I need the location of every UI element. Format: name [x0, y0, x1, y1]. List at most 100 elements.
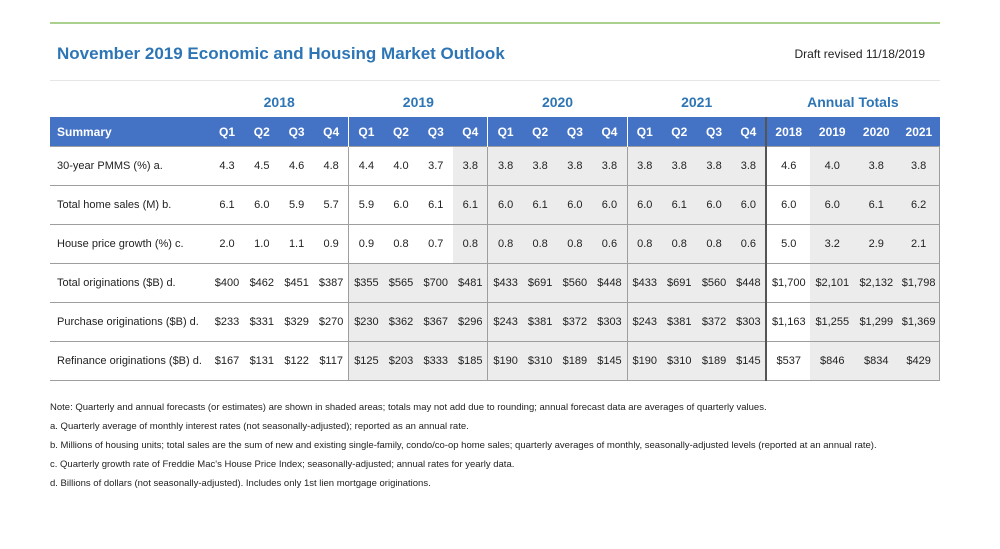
quarter-value: 1.0 [244, 224, 280, 264]
quarter-header: Q1 [209, 117, 245, 147]
note-d: d. Billions of dollars (not seasonally-a… [50, 478, 431, 489]
quarter-value: 0.7 [418, 224, 454, 264]
quarter-value: $481 [453, 263, 488, 303]
annual-value: $834 [854, 341, 899, 381]
quarter-value: $691 [522, 263, 558, 303]
row-label: House price growth (%) c. [50, 224, 210, 264]
quarter-value: 6.0 [383, 185, 419, 225]
quarter-header: Q2 [383, 117, 419, 147]
quarter-value: 3.8 [487, 146, 523, 186]
quarter-value: 1.1 [279, 224, 314, 264]
quarter-value: $131 [244, 341, 280, 381]
quarter-value: $243 [487, 302, 523, 342]
quarter-header: Q1 [348, 117, 384, 147]
quarter-header: Q1 [487, 117, 523, 147]
row-label: Total originations ($B) d. [50, 263, 210, 303]
quarter-value: 0.8 [626, 224, 662, 264]
quarter-value: 0.8 [383, 224, 419, 264]
annual-year-header: 2020 [854, 117, 899, 147]
quarter-value: 3.8 [731, 146, 767, 186]
quarter-value: 5.7 [313, 185, 349, 225]
quarter-value: $691 [661, 263, 697, 303]
quarter-header: Q1 [626, 117, 662, 147]
quarter-value: 6.1 [661, 185, 697, 225]
quarter-value: 4.8 [313, 146, 349, 186]
quarter-value: $117 [313, 341, 349, 381]
quarter-value: $122 [279, 341, 314, 381]
year-header: 2021 [681, 94, 713, 110]
quarter-value: $167 [209, 341, 245, 381]
row-label: Purchase originations ($B) d. [50, 302, 210, 342]
quarter-value: $355 [348, 263, 384, 303]
quarter-value: 0.6 [592, 224, 628, 264]
annual-value: $1,798 [898, 263, 941, 303]
quarter-value: $203 [383, 341, 419, 381]
quarter-value: 0.8 [661, 224, 697, 264]
table-row: House price growth (%) c. 2.0 1.0 1.1 0.9 0.9… [50, 224, 941, 264]
quarter-value: 0.6 [731, 224, 767, 264]
quarter-value: $303 [731, 302, 767, 342]
annual-value: $2,132 [854, 263, 899, 303]
page-title: November 2019 Economic and Housing Marke… [57, 44, 505, 63]
quarter-value: 3.7 [418, 146, 454, 186]
annual-value: $2,101 [810, 263, 855, 303]
quarter-value: $400 [209, 263, 245, 303]
quarter-value: 0.8 [557, 224, 593, 264]
row-label: Total home sales (M) b. [50, 185, 210, 225]
footnotes: Note: Quarterly and annual forecasts (or… [50, 402, 950, 497]
quarter-value: 5.9 [279, 185, 314, 225]
quarter-value: $303 [592, 302, 628, 342]
quarter-value: 0.8 [487, 224, 523, 264]
year-header: 2020 [541, 94, 574, 110]
quarter-value: $362 [383, 302, 419, 342]
quarter-value: 0.9 [313, 224, 349, 264]
table-row: Purchase originations ($B) d. $233 $331 $32… [50, 302, 941, 342]
quarter-value: $433 [626, 263, 662, 303]
table-row: Total originations ($B) d. $400 $462 $451 $3… [50, 263, 941, 303]
quarter-value: 6.0 [592, 185, 628, 225]
row-label: 30-year PMMS (%) a. [50, 146, 210, 186]
quarter-header: Q4 [453, 117, 488, 147]
annual-value: $1,255 [810, 302, 855, 342]
quarter-value: $125 [348, 341, 384, 381]
quarter-value: $700 [418, 263, 454, 303]
quarter-value: $381 [661, 302, 697, 342]
outlook-table: 2018 2019 2020 2021 Annual Totals Summar… [50, 87, 941, 381]
quarter-value: 3.8 [453, 146, 488, 186]
quarter-value: $372 [557, 302, 593, 342]
table-row: Refinance originations ($B) d. $167 $131 $1… [50, 341, 941, 381]
quarter-value: $387 [313, 263, 349, 303]
quarter-header: Q4 [313, 117, 349, 147]
quarter-value: $372 [696, 302, 732, 342]
quarter-value: 3.8 [696, 146, 732, 186]
quarter-value: 5.9 [348, 185, 384, 225]
quarter-value: 0.8 [696, 224, 732, 264]
quarter-header: Q4 [592, 117, 628, 147]
note-a: a. Quarterly average of monthly interest… [50, 421, 469, 432]
quarter-value: 4.4 [348, 146, 384, 186]
quarter-header: Q2 [244, 117, 280, 147]
quarter-value: 6.0 [626, 185, 662, 225]
quarter-value: 6.1 [522, 185, 558, 225]
quarter-value: 3.8 [592, 146, 628, 186]
quarter-value: $565 [383, 263, 419, 303]
annual-totals-header: Annual Totals [807, 94, 899, 110]
annual-value: 3.2 [810, 224, 855, 264]
annual-value: 6.0 [810, 185, 855, 225]
quarter-value: $243 [626, 302, 662, 342]
quarter-value: 6.0 [487, 185, 523, 225]
quarter-value: 4.3 [209, 146, 245, 186]
annual-value: 6.2 [898, 185, 941, 225]
quarter-header: Q2 [522, 117, 558, 147]
quarter-value: 4.6 [279, 146, 314, 186]
quarter-value: 6.0 [244, 185, 280, 225]
quarter-value: $451 [279, 263, 314, 303]
annual-value: 3.8 [898, 146, 941, 186]
annual-value: $1,369 [898, 302, 941, 342]
annual-value: 6.1 [854, 185, 899, 225]
quarter-value: $367 [418, 302, 454, 342]
quarter-value: 0.9 [348, 224, 384, 264]
top-rule [50, 22, 940, 24]
annual-value: $1,299 [854, 302, 899, 342]
quarter-value: 6.0 [696, 185, 732, 225]
